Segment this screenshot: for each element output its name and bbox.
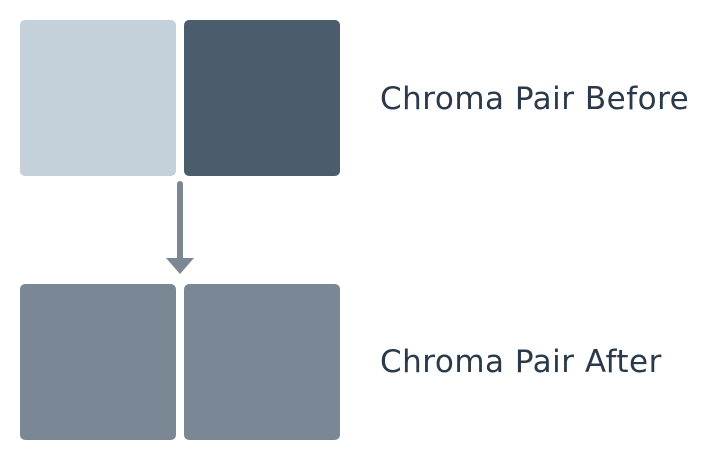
swatch-before-light bbox=[20, 20, 176, 176]
label-before: Chroma Pair Before bbox=[380, 81, 690, 117]
swatch-before-dark bbox=[184, 20, 340, 176]
arrow-head bbox=[166, 258, 194, 274]
swatch-after-right bbox=[184, 284, 340, 440]
label-after: Chroma Pair After bbox=[380, 344, 662, 380]
swatch-after-left bbox=[20, 284, 176, 440]
